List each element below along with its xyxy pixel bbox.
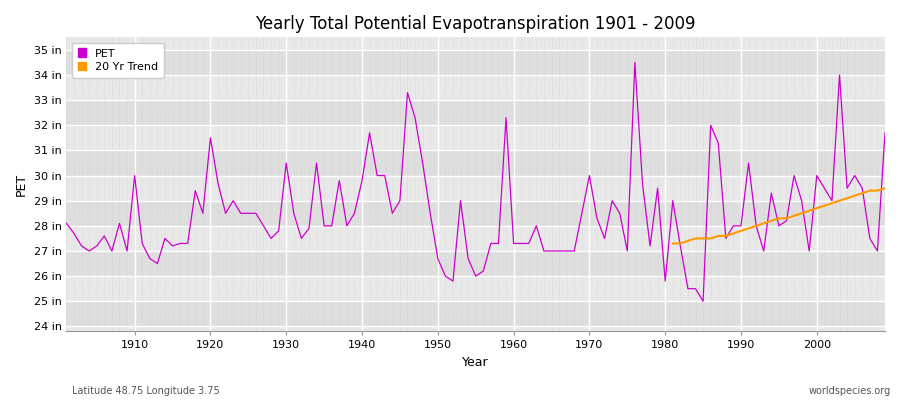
Text: Latitude 48.75 Longitude 3.75: Latitude 48.75 Longitude 3.75	[72, 386, 220, 396]
Bar	[67, 100, 885, 125]
Bar	[67, 251, 885, 276]
Legend: PET, 20 Yr Trend: PET, 20 Yr Trend	[72, 43, 164, 78]
Bar	[67, 201, 885, 226]
Title: Yearly Total Potential Evapotranspiration 1901 - 2009: Yearly Total Potential Evapotranspiratio…	[256, 15, 696, 33]
Bar	[67, 176, 885, 201]
Y-axis label: PET: PET	[15, 173, 28, 196]
Bar	[67, 226, 885, 251]
Bar	[67, 125, 885, 150]
X-axis label: Year: Year	[463, 356, 489, 369]
Bar	[67, 150, 885, 176]
Bar	[67, 276, 885, 301]
Text: worldspecies.org: worldspecies.org	[809, 386, 891, 396]
Bar	[67, 301, 885, 326]
Bar	[67, 75, 885, 100]
Bar	[67, 50, 885, 75]
